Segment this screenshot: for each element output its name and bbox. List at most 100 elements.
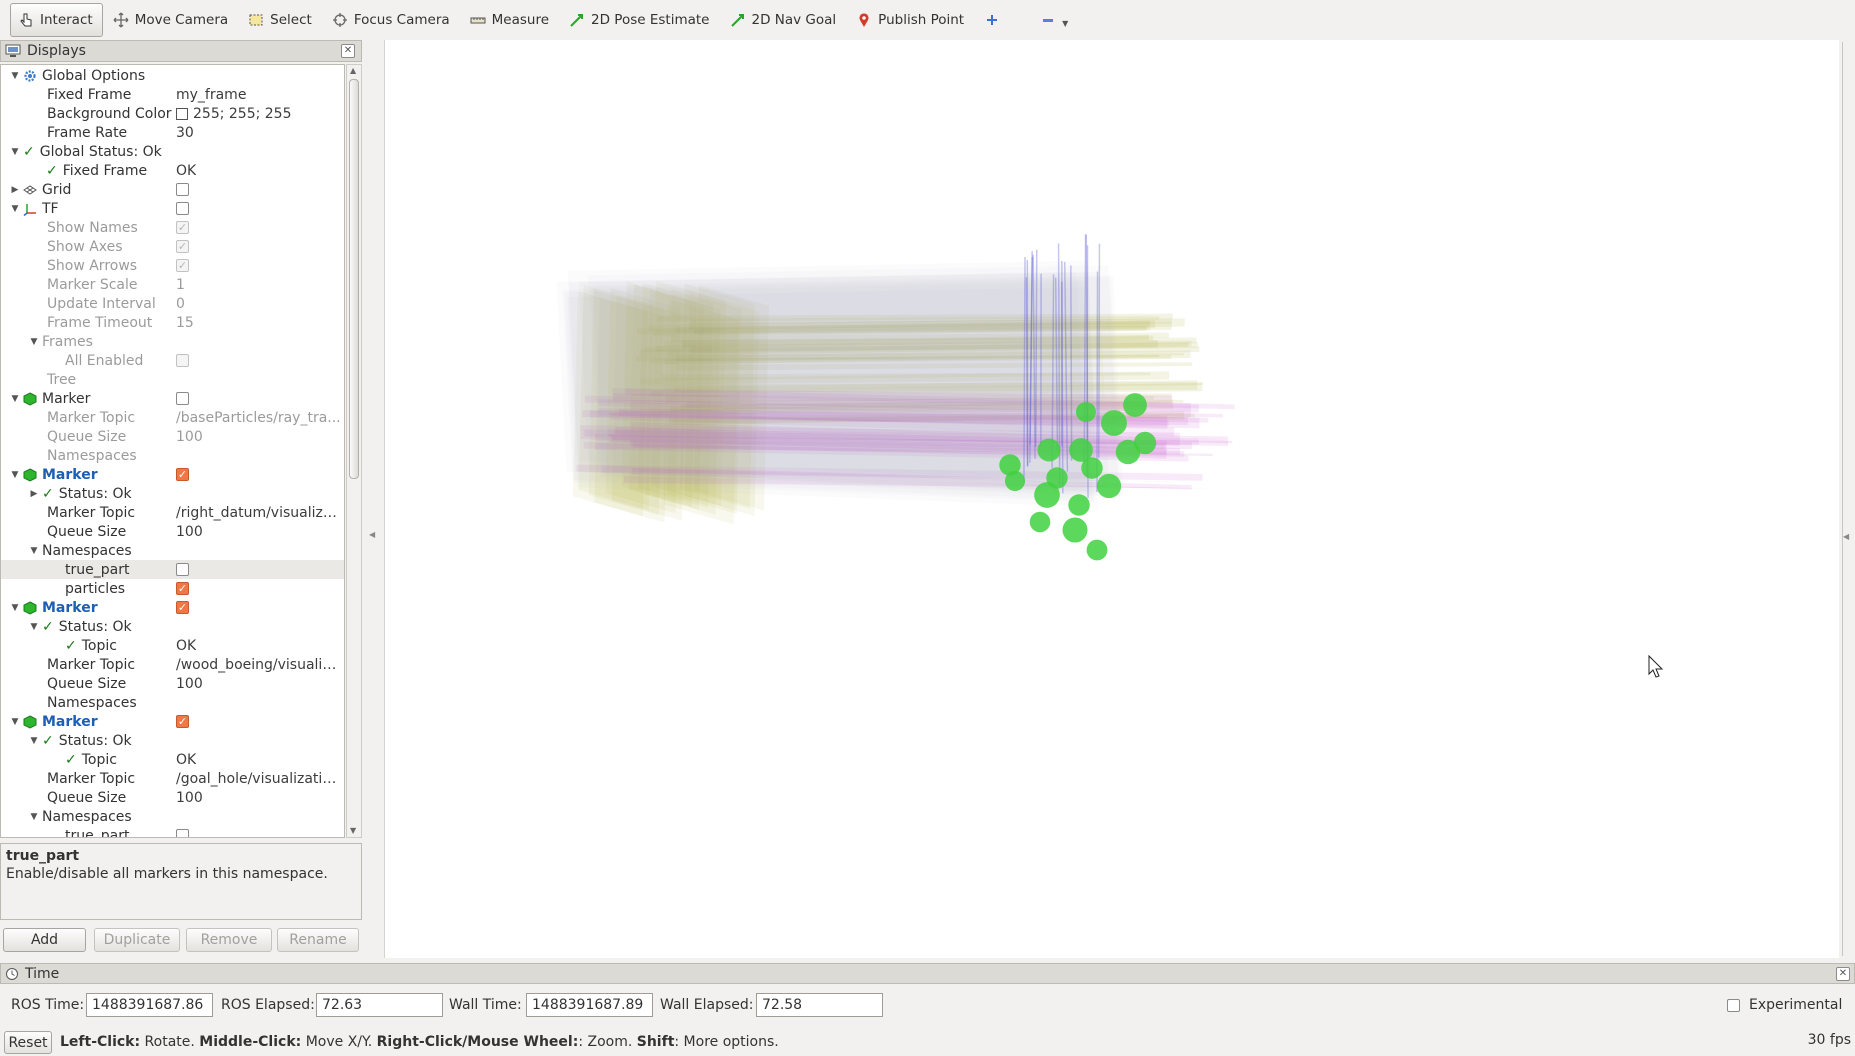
experimental-checkbox[interactable] — [1727, 998, 1740, 1012]
tree-row-tf[interactable]: ▼ TF — [1, 199, 344, 218]
tree-row-global-status[interactable]: ▼ ✓ Global Status: Ok — [11, 143, 162, 160]
marker-1-enable-checkbox[interactable] — [176, 392, 189, 405]
tree-row-queue-size[interactable]: Queue Size 100 — [47, 675, 203, 692]
tree-row-marker-1[interactable]: ▼ Marker — [1, 389, 344, 408]
tree-row-marker-2[interactable]: ▼ Marker — [1, 465, 344, 484]
tree-row-namespaces[interactable]: ▼ Namespaces — [30, 808, 132, 825]
tree-row-status-ok[interactable]: ▶ ✓ Status: Ok — [30, 485, 132, 502]
show-axes-checkbox[interactable] — [176, 240, 189, 253]
tree-row-namespaces[interactable]: Namespaces — [47, 694, 137, 711]
expand-arrow-icon[interactable]: ▼ — [11, 393, 19, 404]
right-panel-handle[interactable]: ◀ — [1839, 40, 1855, 958]
tool-measure[interactable]: Measure — [462, 3, 559, 37]
tree-row-fixed-frame-status[interactable]: ✓ Fixed Frame OK — [46, 162, 197, 179]
expand-arrow-icon[interactable]: ▼ — [30, 545, 38, 556]
expand-arrow-icon[interactable]: ▼ — [11, 146, 19, 157]
tree-row-show-arrows[interactable]: Show Arrows — [1, 256, 344, 275]
tree-row-topic-status[interactable]: ✓ Topic OK — [65, 637, 197, 654]
tool-move-camera[interactable]: Move Camera — [105, 3, 238, 37]
tree-row-background-color[interactable]: Background Color 255; 255; 255 — [1, 104, 344, 123]
tree-row-marker-topic[interactable]: Marker Topic /wood_boeing/visualiz... — [47, 656, 342, 673]
tree-row-show-axes[interactable]: Show Axes — [1, 237, 344, 256]
expand-arrow-icon[interactable]: ▼ — [11, 203, 19, 214]
scroll-down-icon[interactable]: ▼ — [350, 826, 357, 835]
tool-interact[interactable]: Interact — [10, 3, 103, 37]
expand-arrow-icon[interactable]: ▼ — [30, 621, 38, 632]
add-button[interactable]: Add — [3, 928, 86, 952]
remove-button[interactable]: Remove — [186, 928, 272, 952]
tree-row-marker-topic[interactable]: Marker Topic /baseParticles/ray_tra... — [47, 409, 341, 426]
tree-row-fixed-frame[interactable]: Fixed Frame my_frame — [1, 85, 344, 104]
wall-time-field[interactable]: 1488391687.89 — [526, 993, 653, 1017]
expand-arrow-icon[interactable]: ▼ — [11, 70, 19, 81]
splitter-arrow-icon[interactable]: ◀ — [369, 530, 376, 539]
tree-row-queue-size[interactable]: Queue Size 100 — [47, 789, 203, 806]
tree-row-particles[interactable]: particles — [1, 579, 344, 598]
rename-button[interactable]: Rename — [277, 928, 359, 952]
tree-row-namespaces[interactable]: ▼ Namespaces — [30, 542, 132, 559]
marker-3-enable-checkbox[interactable] — [176, 601, 189, 614]
tree-row-true-part[interactable]: true_part — [1, 826, 344, 837]
tree-row-grid[interactable]: ▶ Grid — [1, 180, 344, 199]
grid-enable-checkbox[interactable] — [176, 183, 189, 196]
experimental-toggle[interactable]: Experimental — [1727, 997, 1842, 1013]
tree-row-namespaces[interactable]: Namespaces — [47, 447, 137, 464]
all-enabled-checkbox[interactable] — [176, 354, 189, 367]
tree-row-marker-topic[interactable]: Marker Topic /right_datum/visualiza... — [47, 504, 342, 521]
tree-row-show-names[interactable]: Show Names — [1, 218, 344, 237]
tool-2d-pose-estimate[interactable]: 2D Pose Estimate — [561, 3, 719, 37]
collapse-arrow-icon[interactable]: ▶ — [11, 184, 19, 195]
marker-4-enable-checkbox[interactable] — [176, 715, 189, 728]
tree-row-status-ok[interactable]: ▼ ✓ Status: Ok — [30, 618, 132, 635]
show-names-checkbox[interactable] — [176, 221, 189, 234]
tree-row-queue-size[interactable]: Queue Size 100 — [47, 428, 203, 445]
tree-row-marker-scale[interactable]: Marker Scale 1 — [47, 276, 185, 293]
ros-elapsed-field[interactable]: 72.63 — [316, 993, 443, 1017]
render-3d-view[interactable] — [384, 40, 1839, 958]
expand-arrow-icon[interactable]: ▼ — [11, 469, 19, 480]
marker-2-enable-checkbox[interactable] — [176, 468, 189, 481]
scrollbar-thumb[interactable] — [349, 79, 359, 479]
frame-rate-value[interactable]: 30 — [176, 124, 194, 141]
expand-arrow-icon[interactable]: ▼ — [30, 336, 38, 347]
tree-row-true-part[interactable]: true_part — [1, 560, 344, 579]
close-icon[interactable]: ✕ — [341, 44, 355, 58]
tool-focus-camera[interactable]: Focus Camera — [324, 3, 460, 37]
ros-time-field[interactable]: 1488391687.86 — [86, 993, 213, 1017]
duplicate-button[interactable]: Duplicate — [94, 928, 180, 952]
tree-row-global-options[interactable]: ▼ Global Options — [11, 67, 146, 84]
particles-checkbox[interactable] — [176, 582, 189, 595]
background-color-value[interactable]: 255; 255; 255 — [176, 104, 342, 123]
add-tool-button[interactable] — [976, 3, 1016, 37]
tree-row-topic-status[interactable]: ✓ Topic OK — [65, 751, 197, 768]
tree-row-marker-topic[interactable]: Marker Topic /goal_hole/visualizatio... — [47, 770, 342, 787]
fixed-frame-value[interactable]: my_frame — [176, 86, 247, 103]
tool-select[interactable]: Select — [240, 3, 322, 37]
tree-row-queue-size[interactable]: Queue Size 100 — [47, 523, 203, 540]
true-part-checkbox[interactable] — [176, 829, 189, 837]
tree-row-update-interval[interactable]: Update Interval 0 — [47, 295, 185, 312]
tree-row-marker-3[interactable]: ▼ Marker — [1, 598, 344, 617]
tree-row-frame-rate[interactable]: Frame Rate 30 — [1, 123, 344, 142]
tree-row-status-ok[interactable]: ▼ ✓ Status: Ok — [30, 732, 132, 749]
tree-row-tree[interactable]: Tree — [47, 371, 77, 388]
tree-row-frames[interactable]: ▼ Frames — [30, 333, 93, 350]
collapse-arrow-icon[interactable]: ▶ — [30, 488, 38, 499]
reset-button[interactable]: Reset — [4, 1031, 52, 1054]
remove-tool-dropdown[interactable]: ▼ — [1032, 3, 1078, 37]
expand-left-icon[interactable]: ◀ — [1843, 532, 1850, 541]
scroll-up-icon[interactable]: ▲ — [350, 66, 357, 75]
displays-scrollbar[interactable]: ▲ ▼ — [346, 64, 362, 838]
expand-arrow-icon[interactable]: ▼ — [30, 735, 38, 746]
tree-row-marker-4[interactable]: ▼ Marker — [1, 712, 344, 731]
true-part-checkbox[interactable] — [176, 563, 189, 576]
panel-splitter[interactable]: ◀ — [364, 40, 382, 960]
expand-arrow-icon[interactable]: ▼ — [11, 716, 19, 727]
show-arrows-checkbox[interactable] — [176, 259, 189, 272]
expand-arrow-icon[interactable]: ▼ — [30, 811, 38, 822]
tool-2d-nav-goal[interactable]: 2D Nav Goal — [722, 3, 847, 37]
tool-publish-point[interactable]: Publish Point — [848, 3, 974, 37]
expand-arrow-icon[interactable]: ▼ — [11, 602, 19, 613]
tf-enable-checkbox[interactable] — [176, 202, 189, 215]
wall-elapsed-field[interactable]: 72.58 — [756, 993, 883, 1017]
